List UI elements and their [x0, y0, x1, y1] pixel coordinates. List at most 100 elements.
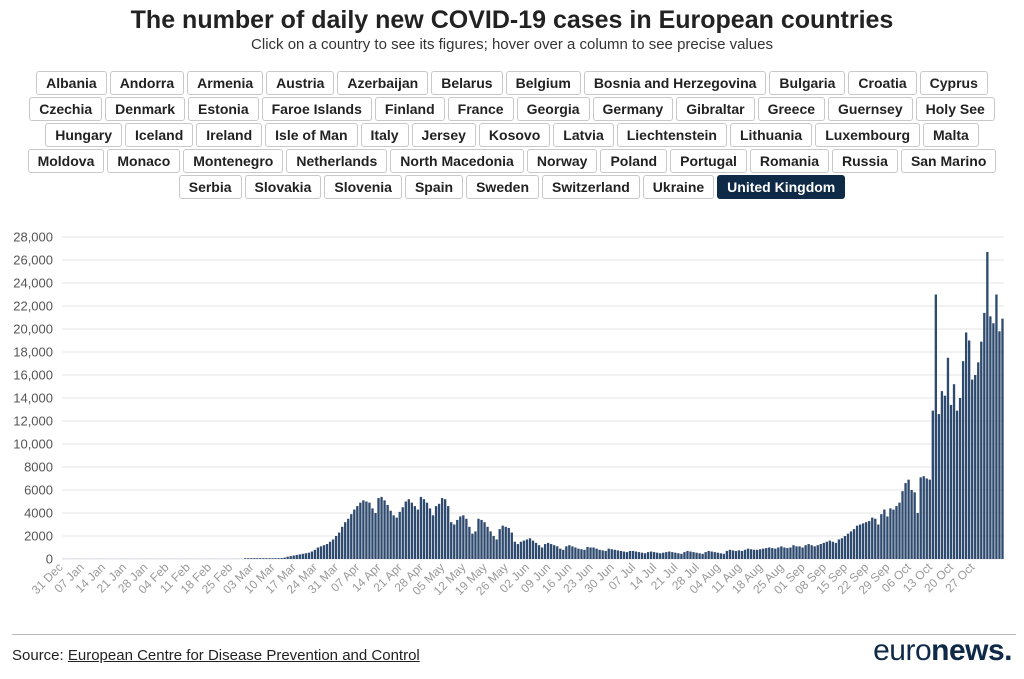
country-button-portugal[interactable]: Portugal [670, 149, 747, 173]
bar[interactable] [704, 552, 707, 559]
bar[interactable] [304, 553, 307, 559]
bar[interactable] [955, 410, 959, 559]
bar[interactable] [256, 558, 259, 559]
bar[interactable] [344, 522, 347, 559]
bar[interactable] [692, 552, 695, 559]
bar[interactable] [89, 558, 92, 559]
bar[interactable] [710, 551, 713, 559]
bar[interactable] [546, 542, 550, 559]
bar[interactable] [316, 547, 320, 560]
bar[interactable] [631, 550, 635, 559]
bar[interactable] [580, 549, 583, 559]
bar[interactable] [325, 544, 329, 559]
bar[interactable] [331, 539, 335, 559]
bar[interactable] [307, 552, 311, 559]
bar[interactable] [192, 558, 195, 559]
bar[interactable] [174, 558, 177, 559]
country-button-iceland[interactable]: Iceland [125, 123, 194, 147]
bar[interactable] [401, 507, 404, 559]
country-button-spain[interactable]: Spain [404, 175, 464, 199]
country-button-ukraine[interactable]: Ukraine [642, 175, 715, 199]
bar[interactable] [231, 558, 235, 559]
bar[interactable] [510, 532, 513, 559]
bar[interactable] [634, 551, 638, 559]
bar[interactable] [162, 558, 165, 559]
bar[interactable] [816, 545, 819, 559]
bar[interactable] [983, 312, 986, 559]
bar[interactable] [574, 547, 577, 560]
bar[interactable] [977, 362, 980, 559]
bar[interactable] [946, 357, 950, 559]
bar[interactable] [483, 522, 486, 559]
bar[interactable] [916, 513, 919, 559]
bar[interactable] [259, 558, 262, 559]
bar[interactable] [559, 548, 562, 559]
country-button-cyprus[interactable]: Cyprus [919, 71, 988, 95]
country-button-jersey[interactable]: Jersey [411, 123, 476, 147]
bar[interactable] [643, 553, 647, 559]
country-button-poland[interactable]: Poland [600, 149, 668, 173]
bar[interactable] [928, 479, 931, 559]
bar[interactable] [792, 545, 795, 559]
bar[interactable] [422, 499, 426, 559]
bar[interactable] [504, 526, 507, 559]
bar[interactable] [286, 556, 289, 559]
bar[interactable] [586, 546, 589, 559]
bar[interactable] [871, 517, 874, 559]
bar[interactable] [568, 545, 571, 559]
bar[interactable] [328, 541, 332, 559]
bar[interactable] [101, 558, 105, 559]
bar[interactable] [168, 558, 171, 559]
bar[interactable] [798, 546, 801, 559]
bar[interactable] [925, 478, 928, 560]
bar[interactable] [280, 558, 283, 559]
bar[interactable] [534, 542, 538, 559]
bar[interactable] [677, 553, 680, 559]
bar[interactable] [686, 550, 689, 559]
country-button-ireland[interactable]: Ireland [196, 123, 263, 147]
bar[interactable] [746, 548, 750, 559]
bar[interactable] [347, 518, 350, 559]
bar[interactable] [477, 518, 480, 559]
bar[interactable] [980, 341, 983, 559]
bar[interactable] [934, 294, 938, 560]
country-button-slovenia[interactable]: Slovenia [324, 175, 402, 199]
bar[interactable] [204, 558, 208, 559]
bar[interactable] [437, 503, 441, 559]
bar[interactable] [719, 553, 722, 559]
bar[interactable] [701, 553, 704, 559]
bar[interactable] [337, 532, 341, 559]
bar[interactable] [831, 541, 835, 559]
bar[interactable] [498, 529, 501, 559]
bar[interactable] [356, 506, 359, 559]
bar[interactable] [392, 515, 395, 559]
bar[interactable] [525, 539, 529, 559]
bar[interactable] [737, 550, 741, 559]
bar[interactable] [880, 514, 883, 559]
bar[interactable] [543, 544, 547, 559]
country-button-bosnia-and-herzegovina[interactable]: Bosnia and Herzegovina [583, 71, 767, 95]
bar[interactable] [353, 509, 356, 559]
bar[interactable] [104, 558, 108, 559]
bar[interactable] [471, 533, 474, 559]
bar[interactable] [189, 558, 192, 559]
bar[interactable] [940, 391, 944, 559]
bar[interactable] [892, 509, 895, 559]
bar[interactable] [943, 395, 947, 559]
country-button-france[interactable]: France [447, 97, 514, 121]
bar[interactable] [592, 547, 595, 560]
bar[interactable] [274, 558, 277, 559]
bar[interactable] [501, 525, 504, 559]
bar[interactable] [637, 552, 641, 559]
bar[interactable] [789, 547, 792, 560]
bar[interactable] [565, 546, 568, 559]
bar[interactable] [459, 516, 462, 559]
bar[interactable] [689, 551, 692, 559]
bar[interactable] [350, 514, 353, 559]
bar[interactable] [428, 508, 432, 559]
bar[interactable] [861, 523, 865, 559]
bar[interactable] [244, 558, 247, 559]
bar[interactable] [810, 545, 813, 559]
bar[interactable] [474, 531, 477, 559]
bar[interactable] [998, 331, 1001, 559]
